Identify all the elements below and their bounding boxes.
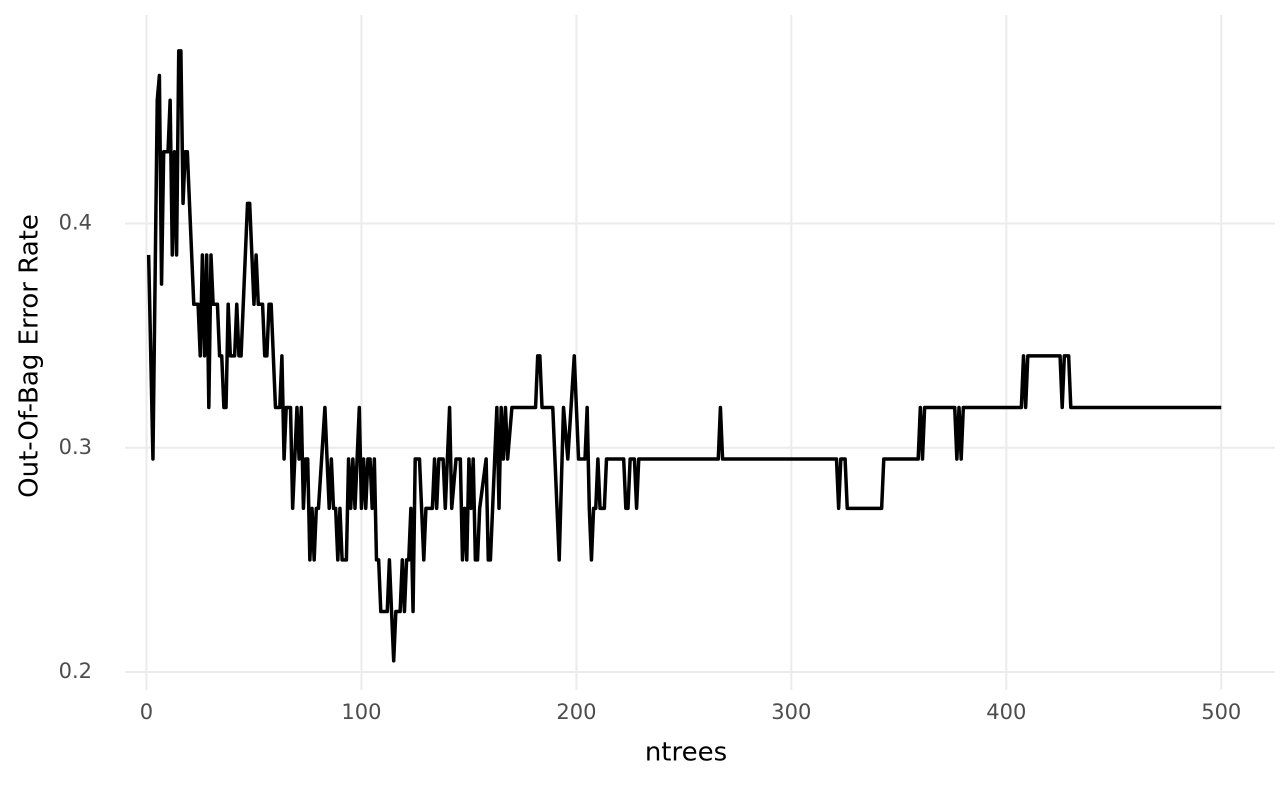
- x-tick-label: 100: [341, 700, 381, 724]
- y-axis-title: Out-Of-Bag Error Rate: [15, 214, 45, 498]
- x-tick-label: 300: [771, 700, 811, 724]
- line: [146, 49, 1222, 663]
- y-tick-label: 0.2: [59, 659, 92, 683]
- x-tick-label: 200: [556, 700, 596, 724]
- y-tick-label: 0.3: [59, 435, 92, 459]
- x-axis-title: ntrees: [645, 738, 727, 768]
- x-tick-label: 0: [140, 700, 153, 724]
- y-tick-label: 0.4: [59, 211, 92, 235]
- x-tick-label: 400: [986, 700, 1026, 724]
- x-tick-label: 500: [1201, 700, 1241, 724]
